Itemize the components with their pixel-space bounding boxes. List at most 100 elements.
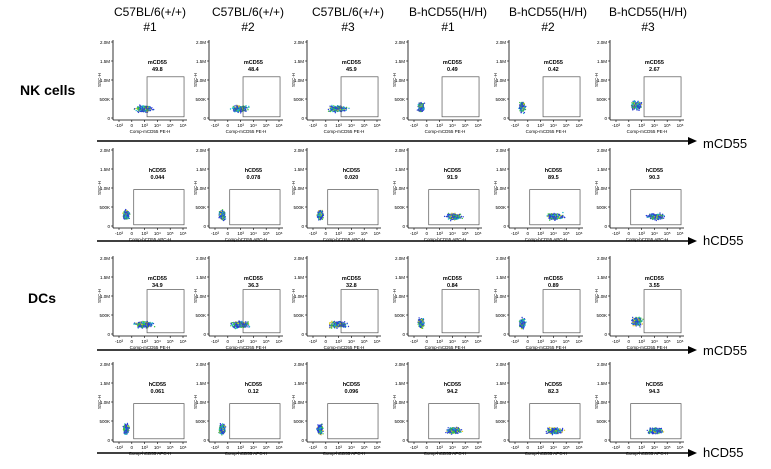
event-dot	[638, 107, 640, 110]
event-dot	[659, 215, 662, 217]
x-tick-label: 10⁶	[180, 339, 187, 344]
event-dot	[638, 109, 640, 112]
x-tick-label: 10⁴	[154, 339, 161, 344]
y-tick-label: 1.5M	[597, 59, 607, 64]
event-dot	[343, 107, 345, 109]
event-dot	[519, 319, 521, 322]
gate-label: mCD55	[544, 60, 563, 66]
x-tick-label: 10⁴	[449, 123, 456, 128]
event-dot	[235, 109, 238, 112]
event-dot	[134, 108, 136, 110]
event-dot	[331, 106, 334, 108]
event-dot	[151, 109, 153, 111]
event-dot	[560, 214, 562, 217]
event-dot	[246, 326, 248, 328]
y-tick-label: 0	[402, 332, 405, 337]
gate-value: 0.84	[447, 283, 459, 289]
event-dot	[140, 106, 143, 109]
event-dot	[239, 323, 241, 325]
x-tick-label: 10³	[141, 123, 148, 128]
column-header-replicate: #2	[541, 20, 555, 34]
y-tick-label: 1.5M	[597, 167, 607, 172]
x-tick-label: 10⁶	[180, 231, 187, 236]
event-dot	[244, 326, 247, 328]
event-dot	[135, 107, 137, 110]
event-dot	[240, 108, 243, 111]
gate-label: hCD55	[149, 168, 166, 174]
column-header-1: C57BL/6(+/+) #1	[95, 5, 205, 35]
y-tick-label: 1.5M	[395, 275, 405, 280]
event-dot	[547, 213, 549, 215]
event-dot	[550, 217, 552, 220]
x-tick-label: 10⁶	[475, 231, 482, 236]
gate-label: mCD55	[244, 60, 263, 66]
column-header-replicate: #3	[641, 20, 655, 34]
event-dot	[453, 218, 455, 220]
event-dot	[519, 107, 521, 110]
event-dot	[523, 322, 525, 325]
event-dot	[138, 109, 141, 111]
event-dot	[552, 217, 555, 220]
x-tick-label: 10⁴	[550, 339, 557, 344]
y-tick-label: 500K	[394, 97, 405, 102]
y-tick-label: 2.0M	[496, 40, 506, 45]
x-tick-label: -10³	[211, 231, 220, 236]
y-axis-label: SSC-H	[392, 289, 397, 303]
gate-value: 0.49	[447, 67, 458, 73]
event-dot	[137, 325, 139, 327]
event-dot	[657, 213, 660, 216]
y-axis-label: SSC-H	[291, 73, 296, 87]
y-tick-label: 2.0M	[597, 148, 607, 153]
event-dot	[420, 319, 423, 321]
x-tick-label: 10⁶	[374, 231, 381, 236]
gate-box	[146, 289, 185, 334]
gate-label: hCD55	[646, 168, 663, 174]
event-dot	[237, 326, 239, 329]
event-dot	[318, 212, 320, 214]
event-dot	[551, 215, 554, 218]
x-tick-label: 0	[527, 123, 530, 128]
x-axis-label: Comp-mCD55 PE-H	[324, 129, 365, 134]
x-tick-label: 10⁵	[462, 123, 469, 128]
event-dot	[524, 324, 526, 326]
x-tick-label: 10⁶	[276, 339, 283, 344]
gate-label: hCD55	[245, 168, 262, 174]
event-dot	[521, 107, 523, 110]
event-dot	[343, 326, 345, 328]
group-label-dcs: DCs	[28, 290, 57, 306]
x-tick-label: 10³	[436, 339, 443, 344]
event-dot	[640, 105, 642, 107]
event-dot	[247, 321, 249, 323]
y-axis-label: SSC-H	[594, 73, 599, 87]
event-dot	[237, 322, 239, 325]
y-axis-label: SSC-H	[392, 181, 397, 195]
y-tick-label: 1.5M	[196, 59, 206, 64]
gate-label: mCD55	[148, 276, 167, 282]
event-dot	[143, 109, 145, 111]
y-tick-label: 500K	[99, 205, 110, 210]
event-dot	[127, 211, 129, 213]
event-dot	[462, 216, 464, 218]
x-tick-label: 10⁵	[167, 339, 174, 344]
event-dot	[417, 105, 420, 107]
event-dot	[519, 322, 521, 324]
event-dot	[221, 212, 224, 214]
y-tick-label: 0	[604, 224, 607, 229]
event-dot	[422, 108, 425, 110]
event-dot	[327, 108, 330, 111]
event-dot	[633, 103, 636, 105]
event-dot	[248, 105, 250, 108]
event-dot	[633, 108, 635, 110]
event-dot	[419, 103, 421, 105]
event-dot	[632, 103, 634, 106]
y-tick-label: 500K	[293, 205, 304, 210]
event-dot	[149, 321, 151, 324]
x-tick-label: 10⁵	[263, 231, 270, 236]
event-dot	[231, 107, 234, 109]
gate-box	[327, 189, 379, 226]
event-dot	[141, 322, 143, 324]
y-axis-label: SSC-H	[193, 181, 198, 195]
event-dot	[345, 108, 348, 110]
